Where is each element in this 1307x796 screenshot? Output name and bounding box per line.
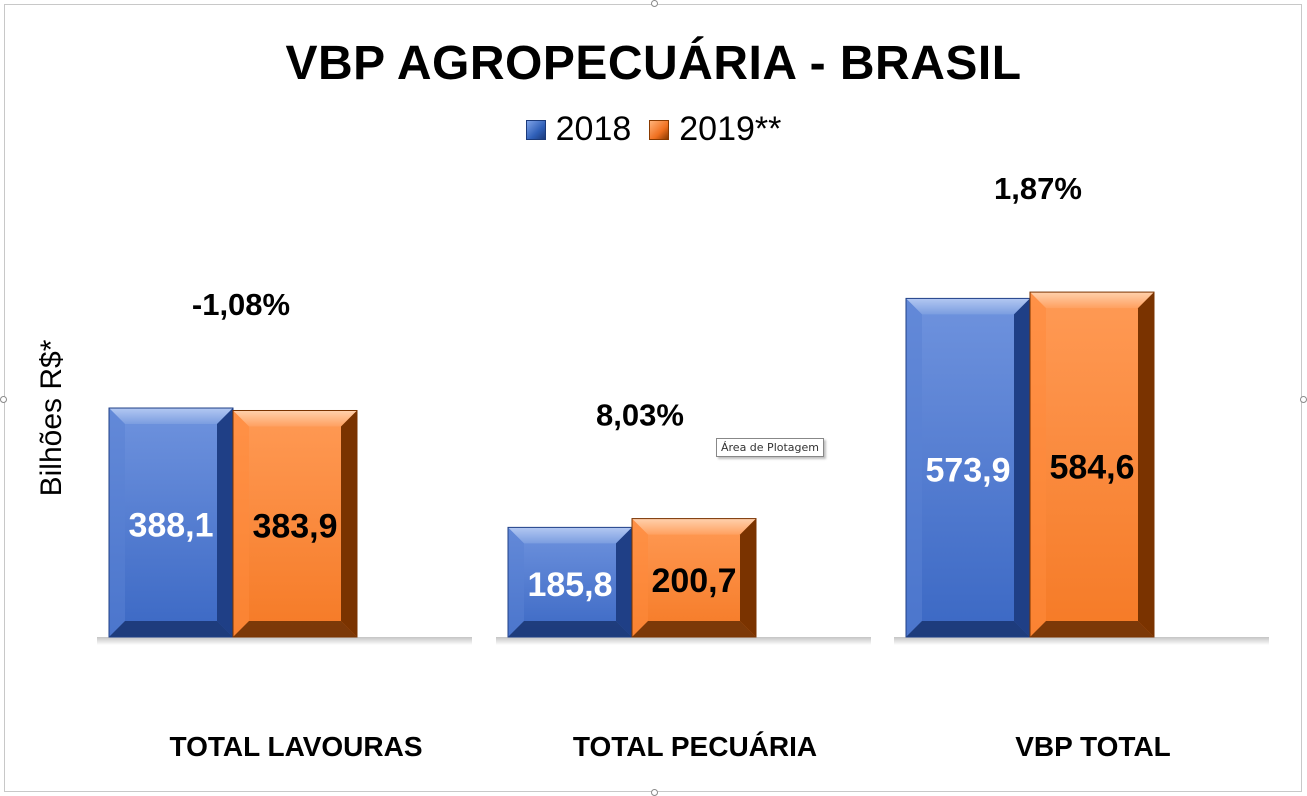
category-label-total-lavouras[interactable]: TOTAL LAVOURAS	[169, 731, 422, 762]
bar-total-lavouras-2018[interactable]	[108, 407, 234, 638]
data-label-total-lavouras-2018: 388,1	[128, 507, 213, 545]
legend-swatch-2019	[649, 119, 670, 140]
data-label-vbp-total-2019: 584,6	[1049, 449, 1134, 487]
data-label-vbp-total-2018: 573,9	[925, 452, 1010, 490]
legend[interactable]: 2018 2019**	[0, 110, 1307, 149]
legend-label-2019: 2019**	[679, 110, 782, 148]
data-label-total-pecu-ria-2018: 185,8	[527, 566, 612, 604]
resize-handle-left[interactable]	[0, 396, 7, 403]
plot-area-tooltip: Área de Plotagem	[716, 438, 824, 457]
resize-handle-top[interactable]	[651, 0, 658, 7]
legend-swatch-2018	[525, 119, 546, 140]
axis-baseline-total-lavouras	[97, 637, 472, 645]
bar-total-pecu-ria-2019[interactable]	[631, 518, 757, 638]
axis-baseline-vbp-total	[894, 637, 1269, 645]
variation-label-total-lavouras[interactable]: -1,08%	[192, 287, 290, 322]
variation-label-vbp-total[interactable]: 1,87%	[994, 171, 1082, 206]
category-label-vbp-total[interactable]: VBP TOTAL	[1015, 731, 1171, 762]
legend-entry-2018[interactable]: 2018	[525, 110, 632, 149]
bar-vbp-total-2018[interactable]	[905, 297, 1031, 638]
category-label-total-pecu-ria[interactable]: TOTAL PECUÁRIA	[573, 731, 817, 762]
chart-title[interactable]: VBP AGROPECUÁRIA - BRASIL	[285, 37, 1022, 90]
data-label-total-lavouras-2019: 383,9	[252, 508, 337, 546]
bar-vbp-total-2019[interactable]	[1029, 291, 1155, 638]
data-label-total-pecu-ria-2019: 200,7	[651, 562, 736, 600]
legend-entry-2019[interactable]: 2019**	[649, 110, 781, 149]
axis-baseline-total-pecu-ria	[496, 637, 871, 645]
bar-total-pecu-ria-2018[interactable]	[507, 526, 633, 638]
variation-label-total-pecu-ria[interactable]: 8,03%	[596, 398, 684, 433]
bar-total-lavouras-2019[interactable]	[232, 409, 358, 638]
legend-label-2018: 2018	[555, 110, 632, 148]
